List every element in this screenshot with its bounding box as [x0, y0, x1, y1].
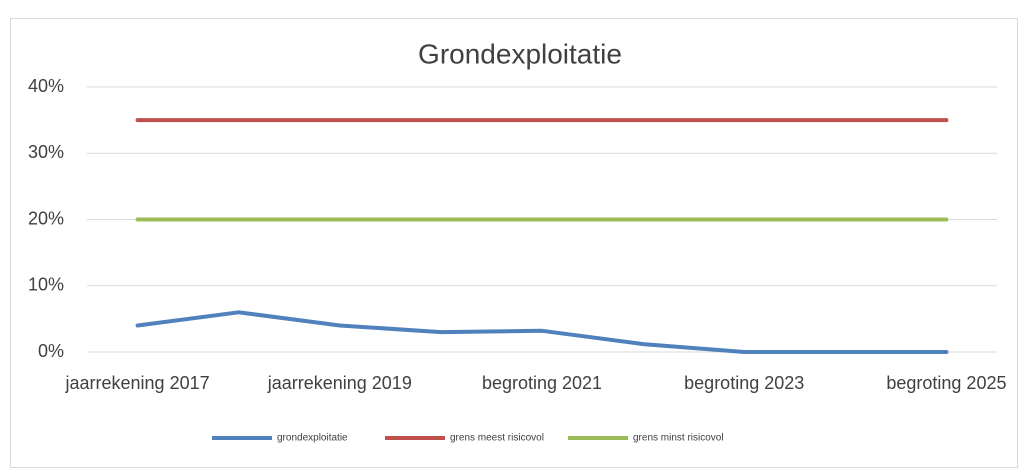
legend-label: grens minst risicovol	[633, 433, 724, 444]
legend-label: grondexploitatie	[277, 433, 348, 444]
legend-label: grens meest risicovol	[450, 433, 544, 444]
x-tick-label: begroting 2023	[684, 373, 804, 393]
chart-title: Grondexploitatie	[418, 38, 622, 69]
y-tick-label: 20%	[28, 208, 64, 228]
y-tick-label: 0%	[38, 341, 64, 361]
y-tick-label: 40%	[28, 76, 64, 96]
y-tick-label: 10%	[28, 275, 64, 295]
series-line	[135, 310, 949, 354]
x-tick-label: jaarrekening 2019	[267, 373, 412, 393]
y-tick-label: 30%	[28, 142, 64, 162]
x-tick-label: begroting 2025	[886, 373, 1006, 393]
chart-border	[10, 18, 1018, 468]
x-tick-label: begroting 2021	[482, 373, 602, 393]
x-tick-label: jaarrekening 2017	[65, 373, 210, 393]
